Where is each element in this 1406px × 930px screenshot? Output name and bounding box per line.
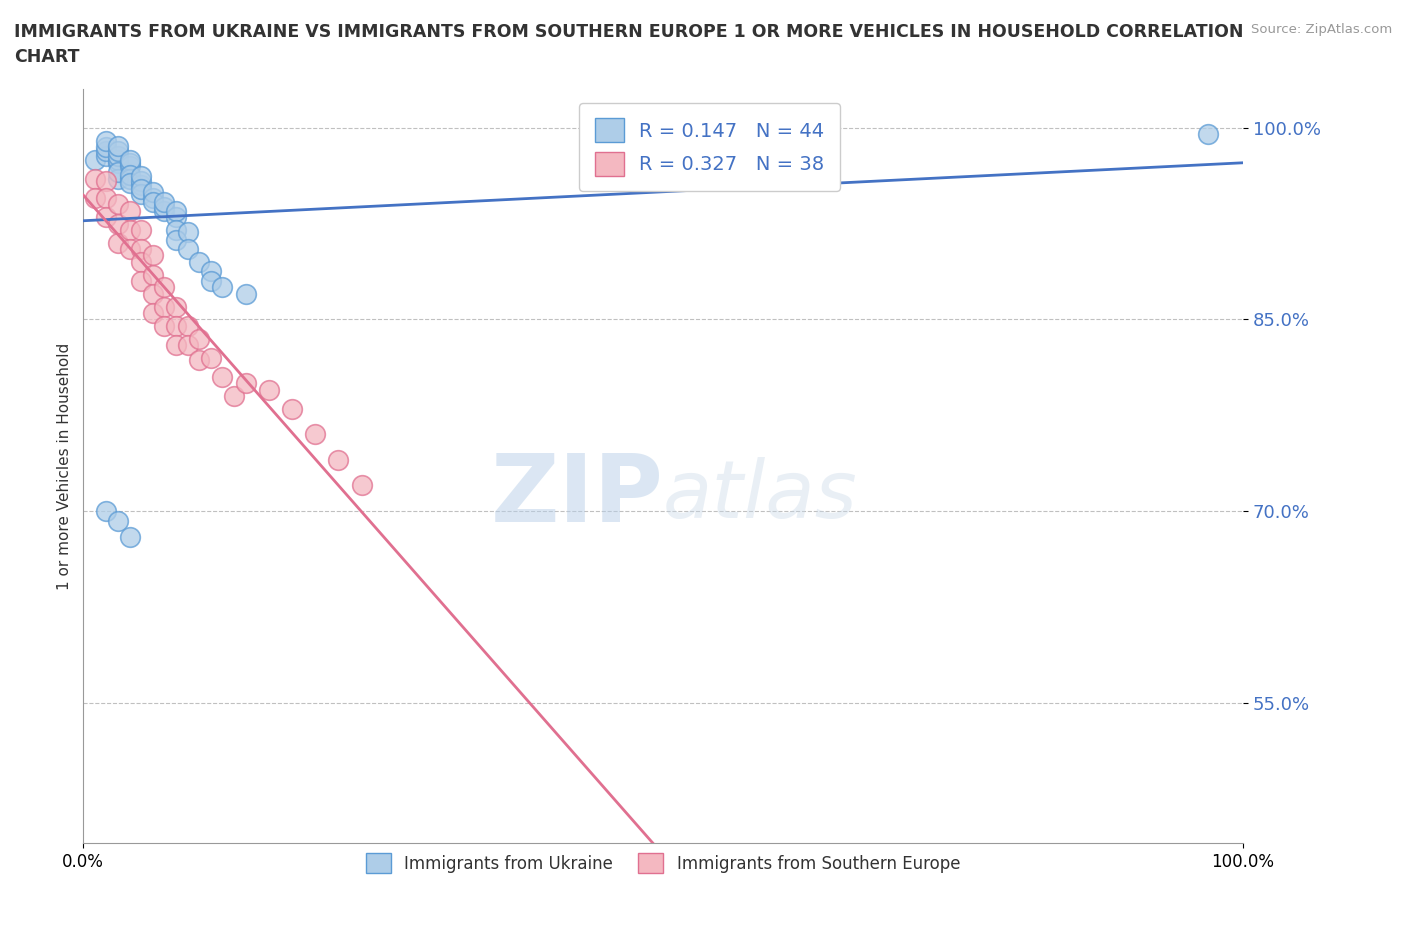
Point [83, 191, 105, 206]
Point [118, 529, 141, 544]
Text: Source: ZipAtlas.com: Source: ZipAtlas.com [1251, 23, 1392, 36]
Point [118, 242, 141, 257]
Point [107, 153, 129, 167]
Text: ZIP: ZIP [491, 450, 664, 542]
Point [107, 143, 129, 158]
Point [153, 280, 176, 295]
Point [142, 191, 165, 206]
Point [235, 376, 257, 391]
Point [142, 194, 165, 209]
Point [129, 255, 152, 270]
Point [188, 331, 211, 346]
Point [257, 382, 280, 397]
Text: atlas: atlas [664, 458, 858, 536]
Legend: Immigrants from Ukraine, Immigrants from Southern Europe: Immigrants from Ukraine, Immigrants from… [360, 846, 967, 880]
Point [118, 167, 141, 182]
Point [129, 187, 152, 202]
Point [165, 222, 187, 237]
Point [83, 171, 105, 186]
Point [107, 513, 129, 528]
Point [129, 174, 152, 189]
Point [129, 222, 152, 237]
Point [176, 225, 198, 240]
Point [176, 242, 198, 257]
Point [188, 352, 211, 367]
Point [165, 338, 187, 352]
Point [200, 263, 222, 278]
Point [96, 149, 118, 164]
Point [96, 140, 118, 154]
Point [142, 286, 165, 301]
Point [96, 210, 118, 225]
Point [235, 286, 257, 301]
Point [83, 153, 105, 167]
Point [142, 267, 165, 282]
Point [118, 153, 141, 167]
Point [328, 453, 350, 468]
Point [107, 165, 129, 179]
Point [107, 197, 129, 212]
Point [107, 139, 129, 153]
Text: IMMIGRANTS FROM UKRAINE VS IMMIGRANTS FROM SOUTHERN EUROPE 1 OR MORE VEHICLES IN: IMMIGRANTS FROM UKRAINE VS IMMIGRANTS FR… [14, 23, 1243, 41]
Point [165, 299, 187, 314]
Point [153, 200, 176, 215]
Point [176, 318, 198, 333]
Y-axis label: 1 or more Vehicles in Household: 1 or more Vehicles in Household [58, 342, 72, 590]
Point [129, 242, 152, 257]
Point [200, 273, 222, 288]
Point [129, 273, 152, 288]
Point [211, 369, 233, 384]
Point [153, 318, 176, 333]
Point [153, 299, 176, 314]
Point [118, 222, 141, 237]
Point [350, 478, 373, 493]
Point [107, 216, 129, 231]
Point [96, 143, 118, 158]
Point [118, 175, 141, 190]
Point [1197, 126, 1219, 141]
Point [142, 306, 165, 321]
Point [211, 280, 233, 295]
Point [107, 235, 129, 250]
Point [96, 191, 118, 206]
Point [129, 178, 152, 193]
Point [96, 133, 118, 148]
Point [96, 174, 118, 189]
Text: CHART: CHART [14, 48, 80, 66]
Point [118, 159, 141, 174]
Point [153, 204, 176, 219]
Point [153, 194, 176, 209]
Point [142, 248, 165, 263]
Point [107, 149, 129, 164]
Point [165, 318, 187, 333]
Point [304, 427, 326, 442]
Point [165, 232, 187, 247]
Point [129, 169, 152, 184]
Point [165, 210, 187, 225]
Point [129, 181, 152, 196]
Point [176, 338, 198, 352]
Point [165, 204, 187, 219]
Point [107, 171, 129, 186]
Point [96, 503, 118, 518]
Point [222, 389, 245, 404]
Point [142, 184, 165, 199]
Point [118, 204, 141, 219]
Point [200, 351, 222, 365]
Point [118, 171, 141, 186]
Point [188, 255, 211, 270]
Point [107, 156, 129, 171]
Point [281, 402, 304, 417]
Point [118, 156, 141, 171]
